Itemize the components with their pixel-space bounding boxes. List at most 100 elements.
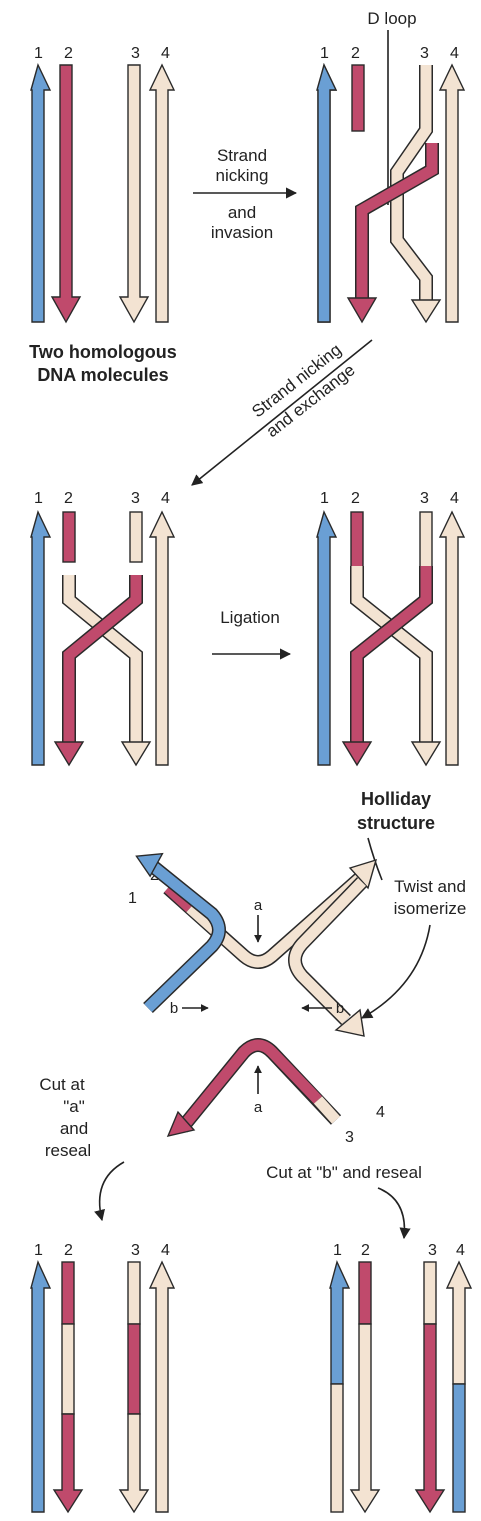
strand-2-segment-red-bottom [52,1413,84,1514]
strand-2-segment-red [358,1261,372,1325]
twist-label-line1: Twist and [394,877,466,896]
strand-4-arrow [438,63,466,323]
cut-a-label-line2: "a" [63,1097,85,1116]
strand-2-original-segment [350,511,364,568]
twist-label-line2: isomerize [394,899,467,918]
junction-right-strand [289,878,366,1024]
strand-3-segment-cream-top [127,1261,141,1325]
strand-number-4: 4 [456,1242,465,1259]
strand-number-1: 1 [34,45,43,62]
step-cut-a: Cut at "a" and reseal [39,1075,125,1222]
strand-number-2: 2 [64,45,73,62]
junction-bottom-strand-cream-end [313,1096,341,1124]
strand-number-4: 4 [161,45,170,62]
strand-3-arrowhead [410,741,442,767]
step-ligation: Ligation [212,608,292,660]
strand-number-3: 3 [131,45,140,62]
ligation-label: Ligation [220,608,280,627]
panel-d-loop: 1 2 3 4 D loop [316,9,466,324]
strand-4-segment-blue [452,1383,466,1513]
strand-number-2: 2 [351,45,360,62]
strand-2-exchanged [63,575,142,742]
strand-number-2: 2 [351,490,360,507]
strand-number-3: 3 [428,1242,437,1259]
panel-isomerized-junction: 2 1 4 3 a b b a [128,852,385,1146]
step-cut-b: Cut at "b" and reseal [266,1163,422,1240]
strand-4-segment-cream [445,1260,473,1385]
strand-number-1: 1 [320,45,329,62]
step-strand-invasion: Strand nicking and invasion [193,146,298,242]
strand-number-3: 3 [420,490,429,507]
step-strand-exchange: Strand nicking and exchange [191,339,373,486]
cut-a-arrow [94,1161,125,1222]
cut-a-label-line4: reseal [45,1141,91,1160]
junction-right-arrowhead [334,1008,365,1037]
step2-arrow [191,339,373,486]
site-b-left-label: b [170,1000,178,1017]
strand-2-nicked-end [62,511,76,563]
twist-arrow [361,924,431,1019]
strand-number-1: 1 [320,490,329,507]
holliday-label-line2: structure [357,813,435,833]
junction-left-strand [144,859,225,1012]
strand-4-arrow [148,63,176,323]
junction-top-arrowhead [348,858,378,890]
site-a-top-label: a [254,897,263,914]
strand-number-3: 3 [131,490,140,507]
strand-1-arrow [316,510,338,766]
strand-3-displaced [391,65,432,300]
strand-1-arrow [30,63,52,323]
holliday-label-line1: Holliday [361,789,431,809]
strand-2-arrowhead [346,297,378,324]
molecules-label-line1: Two homologous [29,342,177,362]
cut-b-arrow [377,1187,411,1240]
strand-number-1: 1 [34,490,43,507]
strand-number-4: 4 [450,490,459,507]
cut-a-label-line3: and [60,1119,88,1138]
strand-3-segment-red [127,1323,141,1415]
strand-3-nicked-end [129,511,143,563]
junction-number-1: 1 [128,890,137,907]
site-b-right-label: b [336,1000,344,1017]
molecules-label-line2: DNA molecules [37,365,168,385]
panel-holliday-structure: 1 2 3 4 Holliday structure [316,490,466,833]
junction-top-strand-red-end [164,883,194,913]
strand-1-segment-cream [330,1383,344,1513]
strand-3-segment-cream [423,1261,437,1325]
panel-cut-a-result: 1 2 3 4 [30,1242,176,1514]
strand-3-segment-cream-bottom [118,1413,150,1514]
strand-4-arrow [148,1260,176,1513]
strand-2-segment-red-top [61,1261,75,1325]
d-loop-label: D loop [367,9,416,28]
junction-bottom-arrowhead [166,1110,196,1137]
strand-2-segment-cream [349,1323,381,1514]
strand-4-arrow [148,510,176,766]
strand-number-2: 2 [64,1242,73,1259]
junction-top-strand [186,873,364,968]
panel-strand-exchange: 1 2 3 4 [30,490,176,767]
strand-3-original-segment [419,511,433,568]
strand-2-arrowhead [341,741,373,767]
step1-label-line3: and [228,203,256,222]
panel-homologous-molecules: 1 2 3 4 Two homologous DNA molecules [29,45,177,385]
junction-bottom-strand [177,1039,322,1132]
strand-number-1: 1 [34,1242,43,1259]
strand-4-arrow [438,510,466,766]
cut-a-label-line1: Cut at [39,1075,85,1094]
strand-number-4: 4 [450,45,459,62]
strand-2-segment-cream [61,1323,75,1415]
junction-number-4: 4 [376,1104,385,1121]
strand-1-arrow-shape [316,63,338,323]
site-a-bottom-label: a [254,1099,263,1116]
strand-number-3: 3 [131,1242,140,1259]
strand-3-arrow [118,64,150,324]
strand-number-2: 2 [361,1242,370,1259]
strand-number-1: 1 [333,1242,342,1259]
strand-number-4: 4 [161,1242,170,1259]
step1-label-line1: Strand [217,146,267,165]
strand-2-arrow [50,64,82,324]
step1-label-line2: nicking [216,166,269,185]
strand-2-crossover [351,566,432,742]
strand-3-arrowhead [120,741,152,767]
